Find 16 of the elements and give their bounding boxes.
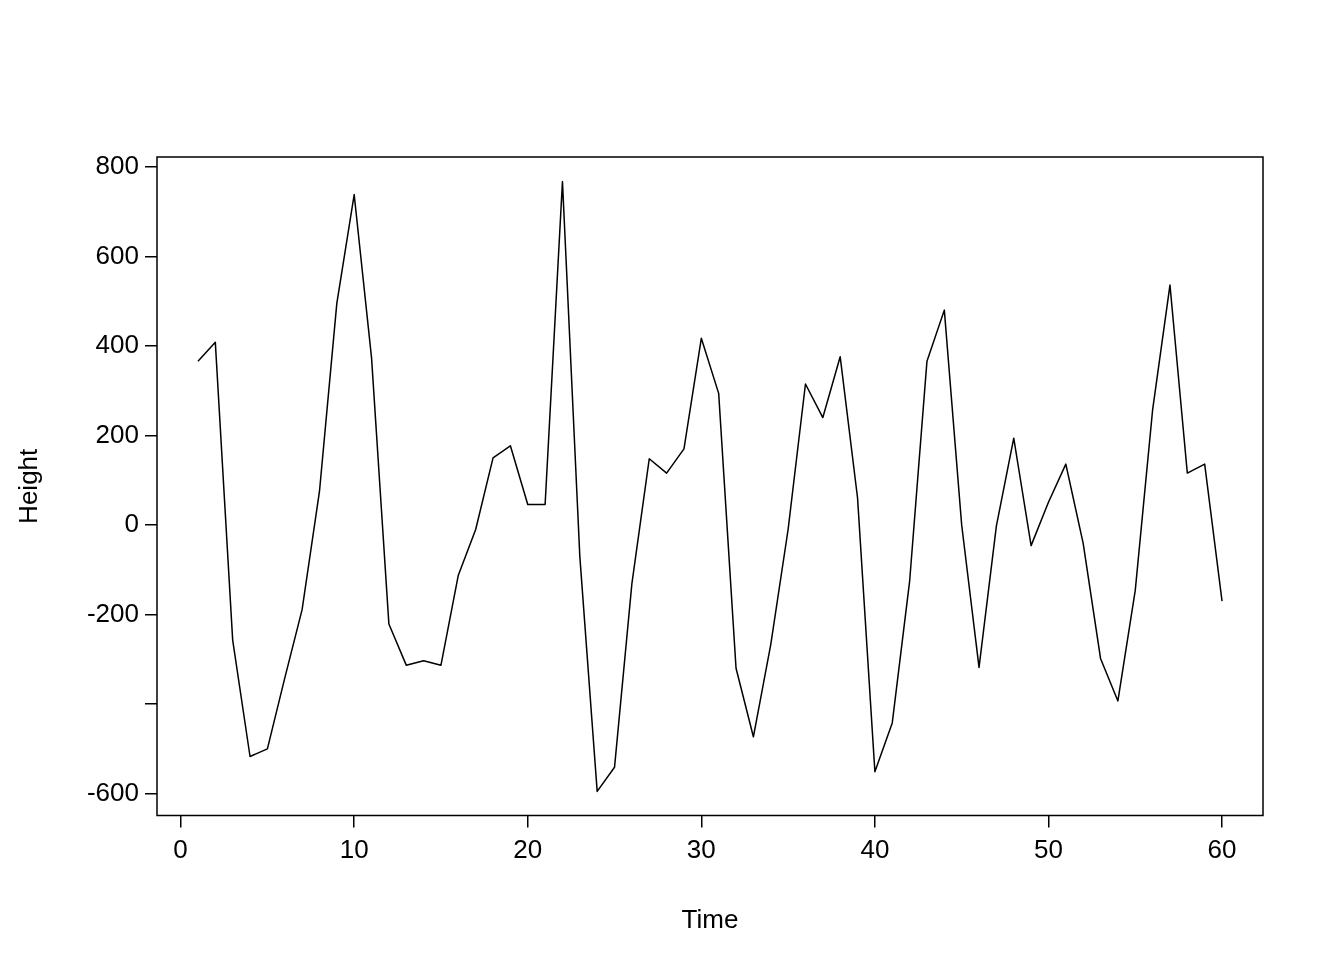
x-tick-label: 50 xyxy=(1034,834,1063,865)
y-axis-title: Height xyxy=(12,447,43,524)
y-tick-label: 200 xyxy=(95,418,139,449)
y-tick-label: 800 xyxy=(95,150,139,181)
x-tick-label: 60 xyxy=(1207,834,1237,865)
x-axis-title: Time xyxy=(681,903,739,934)
x-tick-label: 0 xyxy=(173,834,188,865)
y-tick-label: -200 xyxy=(86,597,139,628)
y-tick-label: 600 xyxy=(95,239,139,270)
x-tick-label: 10 xyxy=(339,834,369,865)
y-tick-label: -600 xyxy=(86,776,139,807)
x-tick-label: 40 xyxy=(860,834,890,865)
y-tick-label: 0 xyxy=(124,508,139,539)
y-tick-label: 400 xyxy=(95,329,139,360)
x-tick-label: 20 xyxy=(513,834,543,865)
x-tick-label: 30 xyxy=(686,834,716,865)
